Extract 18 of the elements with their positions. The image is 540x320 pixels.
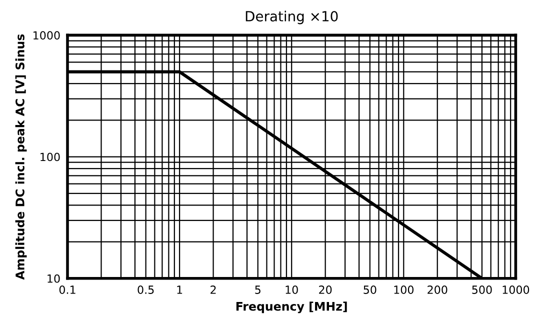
x-tick-label: 0.1 — [59, 286, 76, 294]
x-tick-label: 10 — [286, 286, 298, 294]
y-tick-label: 1000 — [34, 31, 60, 40]
y-tick-label: 100 — [40, 152, 60, 162]
x-tick-label: 500 — [472, 286, 492, 294]
x-tick-label: 100 — [394, 286, 414, 294]
x-tick-label: 2 — [210, 286, 216, 294]
x-axis-title: Frequency [MHz] — [236, 302, 347, 314]
x-tick-label: 20 — [319, 286, 332, 294]
x-tick-label: 1000 — [502, 286, 530, 294]
x-tick-label: 50 — [364, 286, 376, 294]
x-tick-label: 0.5 — [138, 286, 154, 294]
x-tick-label: 5 — [255, 286, 260, 294]
y-axis-title: Amplitude DC incl. peak AC [V] Sinus — [15, 34, 27, 280]
x-tick-label: 200 — [428, 286, 448, 294]
y-tick-label: 10 — [48, 274, 60, 283]
x-tick-label: 1 — [177, 286, 182, 294]
chart-title: Derating ×10 — [246, 10, 338, 24]
